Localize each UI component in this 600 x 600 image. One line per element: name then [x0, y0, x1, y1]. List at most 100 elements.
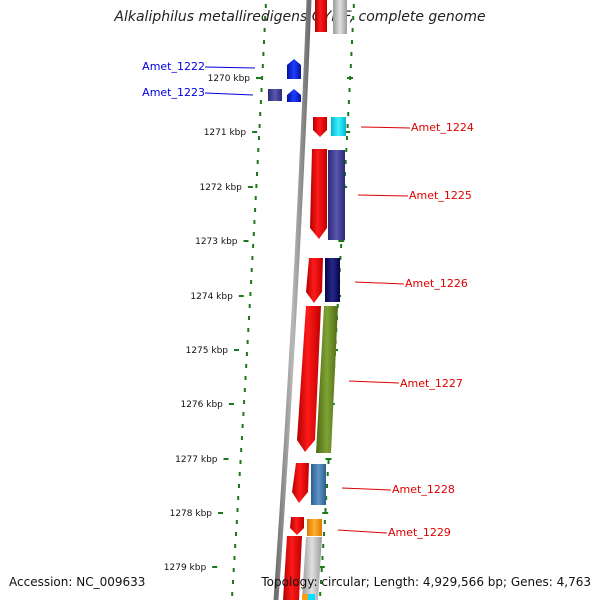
outer-ring-dot [339, 256, 342, 260]
scale-tick-label: 1270 kbp [208, 74, 251, 84]
inner-ring-dot [235, 520, 238, 524]
gene-arrow-amet-1225[interactable] [310, 149, 327, 239]
inner-ring-dot [261, 64, 264, 68]
gene-features [268, 0, 347, 600]
gene-label-amet-1227[interactable]: Amet_1227 [400, 377, 463, 390]
gene-label-amet-1228[interactable]: Amet_1228 [392, 483, 455, 496]
inner-ring-dot [245, 352, 248, 356]
inner-ring-dot [255, 184, 258, 188]
scale-tick-label: 1272 kbp [199, 183, 242, 193]
scale-tick-label: 1274 kbp [190, 292, 233, 302]
outer-ring-tick [344, 131, 351, 133]
inner-ring-dot [256, 172, 258, 176]
genome-backbone [273, 0, 312, 600]
scale-tick [256, 77, 261, 79]
genome-summary-text: Topology: circular; Length: 4,929,566 bp… [261, 575, 591, 589]
map-title: Alkaliphilus metalliredigens QYMF, compl… [114, 9, 486, 25]
scale-tick [238, 295, 244, 297]
inner-ring-dot [238, 472, 241, 476]
outer-ring-dot [340, 244, 343, 248]
outer-ring-dot [344, 160, 347, 164]
scale-tick-label: 1278 kbp [170, 509, 213, 519]
scale-tick-label: 1275 kbp [186, 346, 229, 356]
inner-ring-dot [261, 76, 264, 80]
outer-ring-dot [349, 64, 352, 68]
outer-ring-dot [325, 496, 328, 500]
inner-ring-dot [248, 304, 251, 308]
inner-ring-dot [231, 592, 234, 596]
gene-feature[interactable] [328, 150, 345, 240]
inner-ring-dot [250, 268, 253, 272]
inner-ring-dot [242, 412, 245, 416]
gene-feature[interactable] [308, 594, 315, 600]
inner-ring-dot [257, 148, 260, 152]
scale-tick [223, 458, 229, 460]
gene-feature[interactable] [283, 536, 302, 600]
scale-tick [243, 240, 249, 242]
outer-ring-dot [323, 532, 325, 536]
inner-ring-dot [248, 316, 250, 320]
scale-tick-label: 1271 kbp [204, 128, 247, 138]
scale-tick [218, 512, 223, 514]
inner-ring-dot [245, 364, 248, 368]
outer-ring-dot [326, 472, 329, 476]
gene-label-amet-1226[interactable]: Amet_1226 [405, 277, 468, 290]
inner-ring-dot [250, 280, 253, 284]
gene-feature[interactable] [302, 594, 308, 600]
inner-ring-dot [263, 40, 265, 44]
leader-line [360, 126, 411, 129]
outer-ring-dot [351, 40, 353, 44]
gene-label-amet-1224[interactable]: Amet_1224 [411, 121, 474, 134]
gene-arrow-amet-1229[interactable] [290, 517, 304, 535]
gene-feature[interactable] [311, 464, 326, 505]
inner-ring-dot [260, 88, 263, 92]
leader-line [354, 281, 405, 285]
inner-ring-dot [253, 220, 256, 224]
gene-feature[interactable] [315, 0, 327, 32]
gene-feature[interactable] [325, 258, 340, 302]
inner-ring-dot [232, 568, 235, 572]
inner-ring-dot [254, 196, 257, 200]
gene-arrow-amet-1228[interactable] [292, 463, 309, 503]
gene-label-amet-1223[interactable]: Amet_1223 [142, 86, 205, 99]
gene-label-amet-1229[interactable]: Amet_1229 [388, 526, 451, 539]
gene-feature[interactable] [333, 0, 347, 34]
outer-ring-dot [327, 460, 330, 464]
scale-tick [252, 131, 258, 133]
scale-tick [228, 403, 234, 405]
inner-ring-dot [246, 340, 249, 344]
gene-feature[interactable] [307, 519, 322, 536]
outer-ring-dot [320, 568, 323, 572]
inner-ring-dot [247, 328, 250, 332]
scale-tick [234, 349, 239, 351]
gene-label-amet-1222[interactable]: Amet_1222 [142, 60, 205, 73]
inner-ring-dot [243, 388, 246, 392]
outer-ring-dot [350, 52, 353, 56]
leader-line [357, 194, 409, 197]
inner-ring-dot [252, 232, 255, 236]
gene-arrow-amet-1226[interactable] [306, 258, 323, 303]
outer-ring-dot [345, 148, 348, 152]
scale-tick [247, 186, 253, 188]
inner-ring-dot [233, 556, 236, 560]
inner-ring-dot [237, 496, 240, 500]
gene-feature[interactable] [316, 306, 338, 453]
gene-feature[interactable] [331, 117, 346, 136]
gene-arrow-amet-1222[interactable] [287, 59, 301, 79]
inner-ring-dot [240, 448, 243, 452]
outer-ring-dot [319, 592, 322, 596]
gene-arrow-amet-1224[interactable] [313, 117, 327, 137]
inner-ring-dot [232, 580, 234, 584]
gene-feature[interactable] [268, 89, 282, 101]
inner-ring-dot [243, 400, 246, 404]
gene-label-amet-1225[interactable]: Amet_1225 [409, 189, 472, 202]
gene-arrow-amet-1223[interactable] [287, 89, 301, 102]
inner-ring-dot [236, 508, 239, 512]
gene-feature[interactable] [302, 537, 322, 600]
gene-arrow-amet-1227[interactable] [297, 306, 321, 452]
inner-ring-dot [239, 460, 242, 464]
inner-ring-dot [238, 484, 240, 488]
accession-text: Accession: NC_009633 [9, 575, 146, 589]
inner-ring-dot [263, 28, 266, 32]
